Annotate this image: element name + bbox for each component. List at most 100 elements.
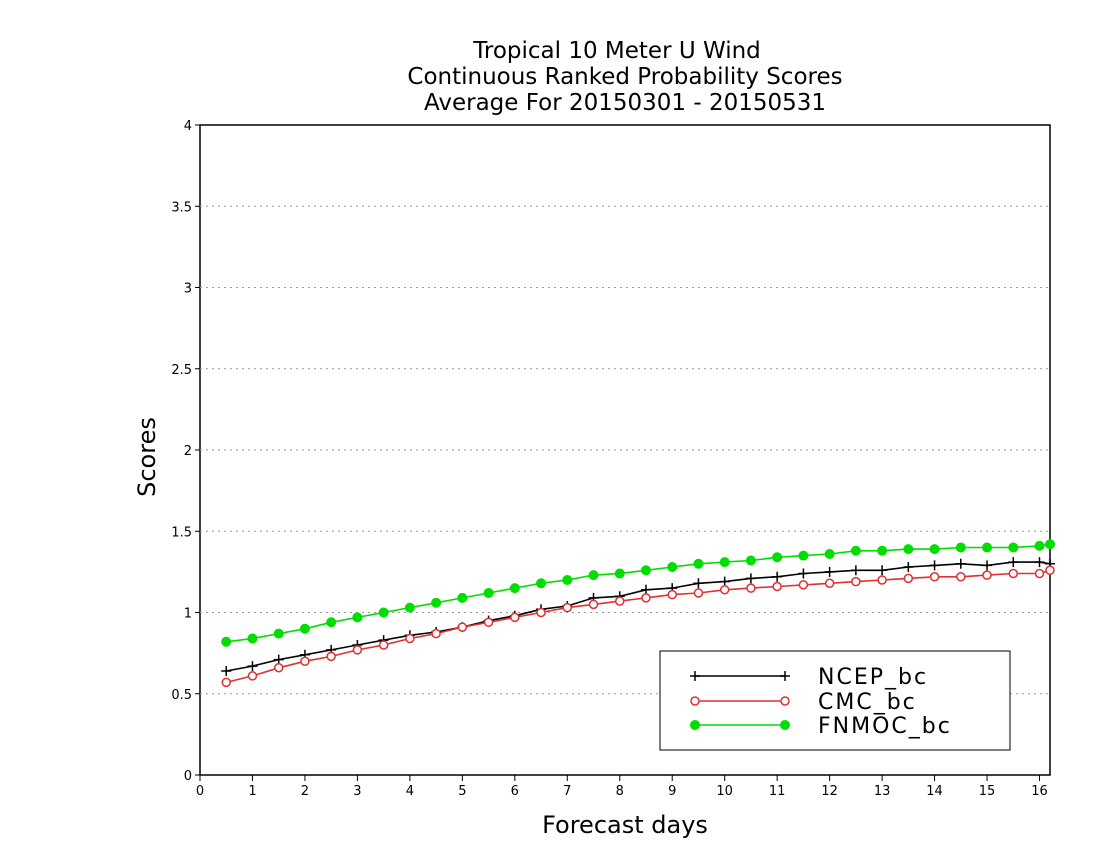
legend-label-FNMOC_bc: FNMOC_bc: [818, 714, 952, 739]
data-point-CMC_bc: [1008, 568, 1019, 579]
data-point-CMC_bc: [824, 578, 835, 588]
x-tick-label: 11: [769, 784, 786, 799]
data-point-NCEP_bc: [1034, 557, 1045, 568]
data-point-FNMOC_bc: [483, 588, 494, 598]
legend-marker-start-FNMOC_bc: [690, 720, 700, 730]
legend-entry-NCEP_bc: NCEP_bc: [690, 665, 928, 690]
data-point-CMC_bc: [221, 677, 231, 688]
data-point-CMC_bc: [772, 581, 782, 592]
data-point-FNMOC_bc: [404, 602, 415, 613]
data-point-FNMOC_bc: [457, 592, 468, 603]
data-point-FNMOC_bc: [745, 555, 756, 566]
x-axis-label: Forecast days: [542, 811, 708, 839]
x-tick-label: 5: [458, 784, 466, 799]
y-axis: 0 0.5 1 1.5 2 2.5 3 3.5 4: [171, 119, 200, 784]
data-point-CMC_bc: [483, 617, 494, 627]
data-point-CMC_bc: [247, 671, 258, 681]
x-tick-label: 3: [353, 784, 361, 799]
data-point-FNMOC_bc: [273, 628, 284, 639]
legend-label-CMC_bc: CMC_bc: [818, 690, 917, 715]
data-point-CMC_bc: [693, 588, 704, 598]
data-point-NCEP_bc: [850, 565, 861, 576]
legend-marker-end-CMC_bc: [780, 696, 790, 706]
x-tick-label: 12: [821, 784, 838, 799]
data-point-CMC_bc: [929, 572, 940, 582]
chart-title-line-1: Tropical 10 Meter U Wind: [472, 38, 761, 64]
x-tick-label: 2: [301, 784, 309, 799]
x-tick-label: 6: [511, 784, 519, 799]
data-point-CMC_bc: [562, 602, 573, 613]
legend-marker-end-FNMOC_bc: [780, 720, 790, 730]
data-point-NCEP_bc: [982, 560, 993, 571]
legend-entry-CMC_bc: CMC_bc: [690, 690, 917, 715]
legend-marker-start-NCEP_bc: [690, 671, 700, 681]
data-point-FNMOC_bc: [719, 557, 730, 568]
data-point-FNMOC_bc: [982, 542, 993, 553]
data-point-CMC_bc: [982, 570, 992, 580]
data-point-NCEP_bc: [955, 558, 966, 569]
data-point-FNMOC_bc: [509, 583, 520, 594]
data-point-NCEP_bc: [798, 568, 809, 579]
data-point-FNMOC_bc: [955, 542, 966, 553]
data-point-CMC_bc: [457, 622, 468, 632]
data-point-FNMOC_bc: [247, 633, 258, 644]
data-point-FNMOC_bc: [824, 549, 835, 559]
legend-marker-end-NCEP_bc: [780, 671, 790, 681]
data-point-FNMOC_bc: [798, 550, 809, 561]
x-tick-label: 7: [563, 784, 571, 799]
data-point-FNMOC_bc: [1034, 540, 1045, 551]
data-point-FNMOC_bc: [1045, 539, 1055, 550]
data-point-CMC_bc: [615, 596, 625, 606]
data-point-CMC_bc: [536, 607, 546, 618]
y-tick-label: 2.5: [171, 363, 192, 378]
chart-title-line-2: Continuous Ranked Probability Scores: [407, 64, 842, 90]
data-point-FNMOC_bc: [378, 607, 389, 618]
legend-label-NCEP_bc: NCEP_bc: [818, 665, 928, 690]
data-point-CMC_bc: [431, 628, 441, 639]
data-point-NCEP_bc: [221, 666, 232, 676]
x-tick-label: 9: [668, 784, 676, 799]
data-point-FNMOC_bc: [614, 568, 625, 579]
data-point-CMC_bc: [851, 576, 861, 587]
data-point-NCEP_bc: [693, 578, 704, 589]
data-point-FNMOC_bc: [693, 558, 704, 569]
y-tick-label: 0.5: [171, 688, 192, 703]
data-point-FNMOC_bc: [536, 578, 547, 589]
x-tick-label: 4: [406, 784, 414, 799]
x-tick-label: 14: [926, 784, 943, 799]
data-point-FNMOC_bc: [772, 552, 783, 563]
series-CMC_bc: [221, 565, 1055, 688]
data-point-CMC_bc: [326, 651, 336, 662]
data-point-FNMOC_bc: [431, 597, 442, 608]
data-point-NCEP_bc: [640, 584, 651, 595]
data-point-FNMOC_bc: [929, 544, 940, 555]
data-point-CMC_bc: [719, 585, 730, 595]
data-point-FNMOC_bc: [877, 545, 888, 556]
y-tick-label: 4: [184, 119, 192, 134]
data-point-CMC_bc: [405, 633, 415, 644]
data-point-NCEP_bc: [903, 562, 914, 572]
data-point-CMC_bc: [956, 572, 966, 582]
y-axis-label: Scores: [133, 417, 161, 497]
legend-entry-FNMOC_bc: FNMOC_bc: [690, 714, 952, 739]
data-point-FNMOC_bc: [1008, 542, 1019, 553]
data-point-CMC_bc: [746, 583, 756, 593]
y-tick-label: 1: [184, 607, 192, 622]
data-point-FNMOC_bc: [562, 575, 573, 585]
x-tick-label: 1: [248, 784, 256, 799]
data-point-FNMOC_bc: [352, 612, 363, 623]
data-point-NCEP_bc: [929, 560, 940, 571]
data-point-CMC_bc: [798, 580, 809, 590]
data-point-CMC_bc: [588, 599, 599, 610]
data-point-CMC_bc: [877, 575, 887, 585]
series-layer: [221, 539, 1055, 688]
data-point-CMC_bc: [641, 593, 651, 603]
data-point-CMC_bc: [903, 573, 914, 584]
y-tick-label: 0: [184, 769, 192, 784]
data-point-NCEP_bc: [719, 576, 730, 587]
y-tick-label: 1.5: [171, 525, 192, 540]
data-point-CMC_bc: [1045, 565, 1055, 575]
data-point-CMC_bc: [1034, 568, 1045, 579]
data-point-FNMOC_bc: [221, 636, 232, 647]
